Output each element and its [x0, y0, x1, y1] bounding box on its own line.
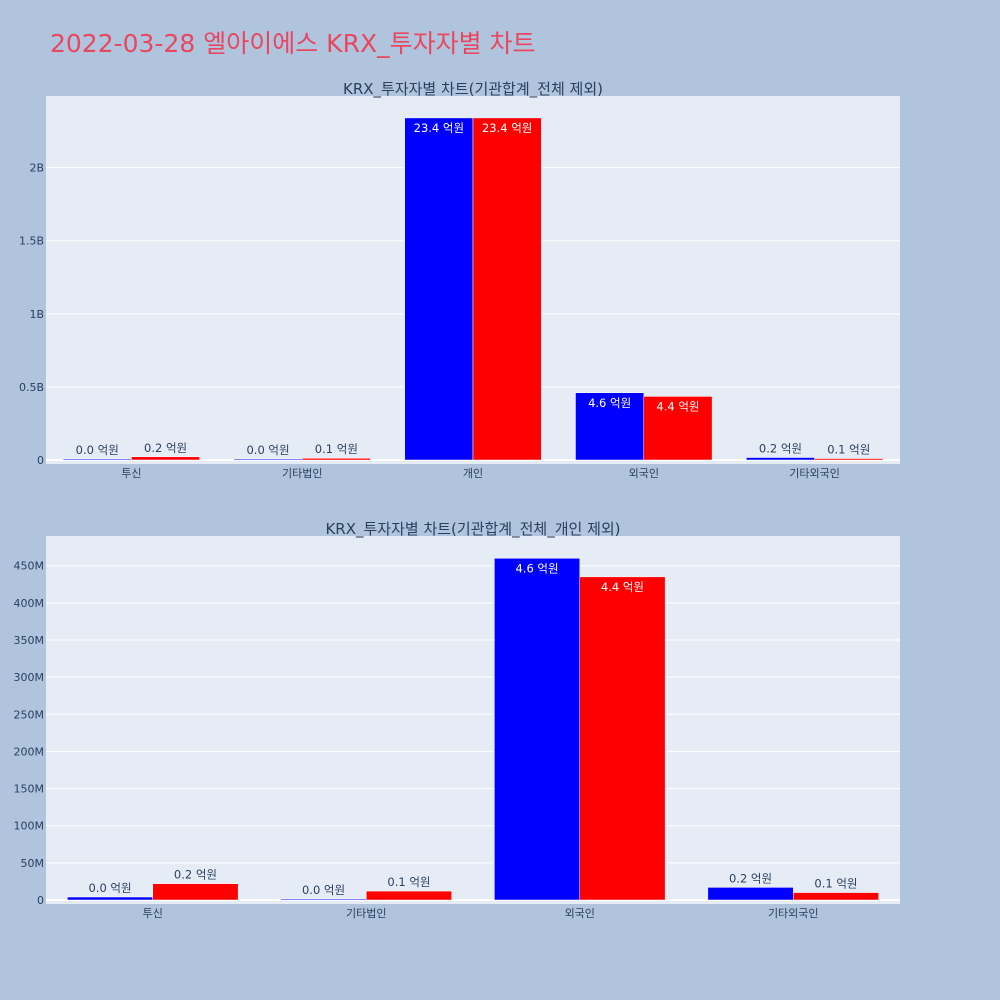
bar — [366, 890, 452, 901]
data-label: 0.1 억원 — [827, 443, 870, 457]
y-tick-label: 150M — [14, 783, 45, 796]
y-tick-label: 200M — [14, 745, 45, 758]
x-tick-label: 기타외국인 — [789, 467, 840, 480]
y-tick-label: 300M — [14, 671, 45, 684]
data-label: 4.4 억원 — [601, 580, 644, 594]
data-label: 4.6 억원 — [515, 561, 558, 575]
y-tick-label: 50M — [21, 857, 45, 870]
y-tick-label: 2B — [29, 162, 44, 175]
bar — [643, 396, 713, 461]
bar — [707, 887, 794, 901]
bar — [746, 457, 815, 461]
data-label: 0.0 억원 — [246, 443, 289, 457]
y-tick-label: 450M — [14, 560, 45, 573]
data-label: 4.4 억원 — [656, 399, 699, 413]
data-label: 0.0 억원 — [76, 443, 119, 457]
y-tick-label: 350M — [14, 634, 45, 647]
data-label: 0.2 억원 — [174, 868, 217, 882]
page-title: 2022-03-28 엘아이에스 KRX_투자자별 차트 — [50, 29, 536, 58]
y-tick-label: 250M — [14, 708, 45, 721]
bar — [472, 117, 542, 461]
data-label: 0.1 억원 — [814, 877, 857, 891]
bar — [62, 458, 132, 461]
x-tick-label: 외국인 — [565, 907, 595, 920]
plot-area — [46, 536, 900, 904]
data-label: 0.1 억원 — [315, 442, 358, 456]
data-label: 0.2 억원 — [729, 871, 772, 885]
y-tick-label: 0.5B — [19, 381, 44, 394]
x-tick-label: 투신 — [143, 907, 163, 920]
y-tick-label: 400M — [14, 597, 45, 610]
x-tick-label: 개인 — [463, 467, 483, 480]
bar — [494, 558, 581, 901]
bar — [233, 458, 303, 461]
data-label: 23.4 억원 — [414, 121, 464, 135]
y-tick-label: 100M — [14, 820, 45, 833]
data-label: 0.2 억원 — [144, 441, 187, 455]
y-tick-label: 1.5B — [19, 235, 44, 248]
bar — [67, 896, 153, 901]
data-label: 0.2 억원 — [759, 442, 802, 456]
y-tick-label: 0 — [37, 454, 44, 467]
chart-2: 0 50M 100M 150M 200M 250M 300M 350M 400M 450M KRX_… — [14, 520, 900, 920]
data-label: 0.0 억원 — [88, 881, 131, 895]
bar — [793, 892, 879, 901]
bar — [301, 457, 371, 461]
chart-title: KRX_투자자별 차트(기관합계_전체_개인 제외) — [325, 520, 620, 539]
data-label: 0.0 억원 — [302, 883, 345, 897]
x-tick-label: 기타법인 — [346, 907, 386, 920]
y-tick-label: 1B — [29, 308, 44, 321]
bar — [575, 392, 645, 461]
bar — [131, 456, 200, 461]
x-tick-label: 기타법인 — [282, 467, 322, 480]
bar — [152, 883, 239, 901]
data-label: 23.4 억원 — [482, 121, 532, 135]
chart-title: KRX_투자자별 차트(기관합계_전체 제외) — [343, 80, 603, 99]
data-label: 0.1 억원 — [387, 875, 430, 889]
y-tick-label: 0 — [37, 894, 44, 907]
bar — [814, 458, 884, 461]
data-label: 4.6 억원 — [588, 396, 631, 410]
x-tick-label: 투신 — [121, 467, 141, 480]
bar — [579, 576, 666, 901]
bar — [404, 117, 474, 461]
bar — [280, 898, 367, 901]
x-tick-label: 외국인 — [629, 467, 659, 480]
x-tick-label: 기타외국인 — [768, 907, 819, 920]
